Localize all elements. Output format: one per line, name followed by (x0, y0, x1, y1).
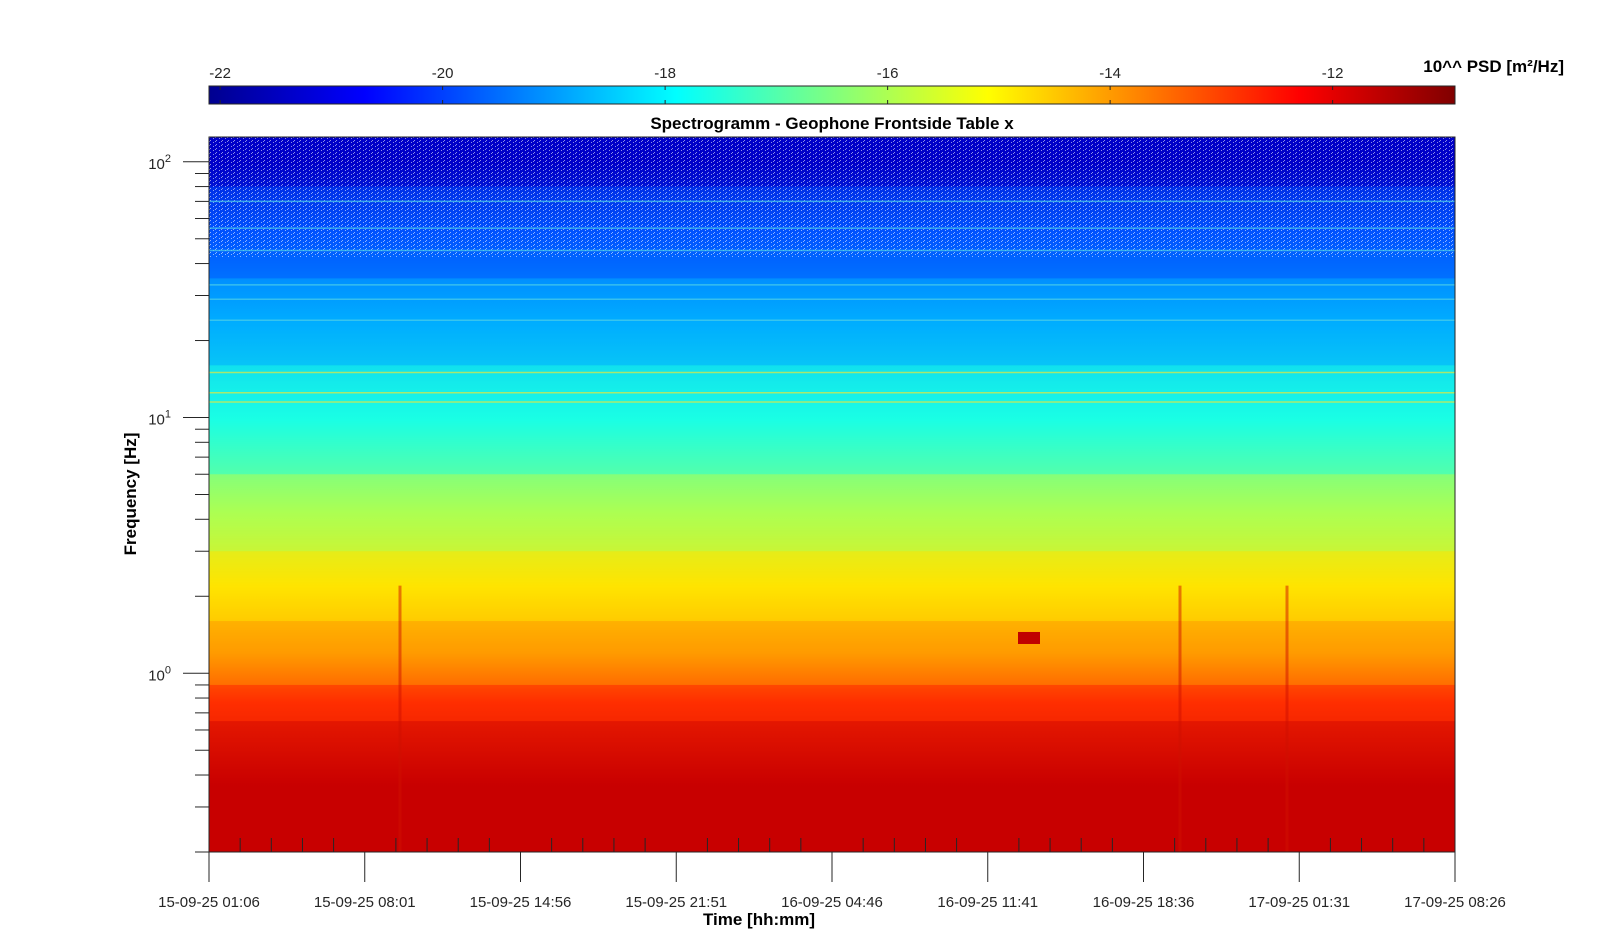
plot-area (208, 136, 1456, 853)
colorbar-tick-label: -18 (654, 65, 676, 82)
x-tick-label: 15-09-25 21:51 (625, 894, 727, 911)
colorbar-label: 10^^ PSD [m²/Hz] (1423, 57, 1564, 76)
x-tick-label: 16-09-25 18:36 (1093, 894, 1195, 911)
psd-band-0 (209, 721, 1455, 852)
colorbar-gradient (208, 85, 1456, 105)
colorbar-tick-label: -12 (1322, 65, 1344, 82)
colorbar-ticks: -22 -20 -18 -16 -14 -12 (209, 65, 1343, 104)
y-axis-title: Frequency [Hz] (121, 433, 140, 556)
y-tick-label: 101 (148, 409, 171, 429)
y-axis: 100 101 102 (148, 153, 209, 853)
psd-band-4 (209, 474, 1455, 552)
psd-band-6 (209, 278, 1455, 366)
x-axis: 15-09-25 01:06 15-09-25 08:01 15-09-25 14:… (158, 838, 1506, 911)
colorbar-tick-label: -16 (877, 65, 899, 82)
x-tick-label: 17-09-25 01:31 (1248, 894, 1350, 911)
colorbar-tick-label: -14 (1099, 65, 1121, 82)
event-hotspot (1018, 631, 1040, 644)
x-tick-label: 15-09-25 08:01 (314, 894, 416, 911)
psd-band-3 (209, 551, 1455, 622)
spectral-lines (209, 200, 1455, 852)
y-tick-label: 100 (148, 664, 171, 684)
psd-band-1 (209, 684, 1455, 722)
chart-title: Spectrogramm - Geophone Frontside Table … (650, 114, 1014, 133)
x-axis-title: Time [hh:mm] (703, 910, 815, 929)
psd-band-2 (209, 621, 1455, 685)
colorbar-tick-label: -20 (432, 65, 454, 82)
x-tick-label: 15-09-25 14:56 (470, 894, 572, 911)
colorbar: -22 -20 -18 -16 -14 -12 10^^ PSD [m²/Hz] (208, 57, 1564, 105)
x-tick-label: 15-09-25 01:06 (158, 894, 260, 911)
colorbar-tick-label: -22 (209, 65, 231, 82)
high-frequency-noise (209, 137, 1455, 257)
psd-band-5 (209, 365, 1455, 475)
x-tick-label: 16-09-25 11:41 (937, 894, 1038, 911)
x-tick-label: 17-09-25 08:26 (1404, 894, 1506, 911)
x-tick-label: 16-09-25 04:46 (781, 894, 883, 911)
y-tick-label: 102 (148, 153, 171, 173)
